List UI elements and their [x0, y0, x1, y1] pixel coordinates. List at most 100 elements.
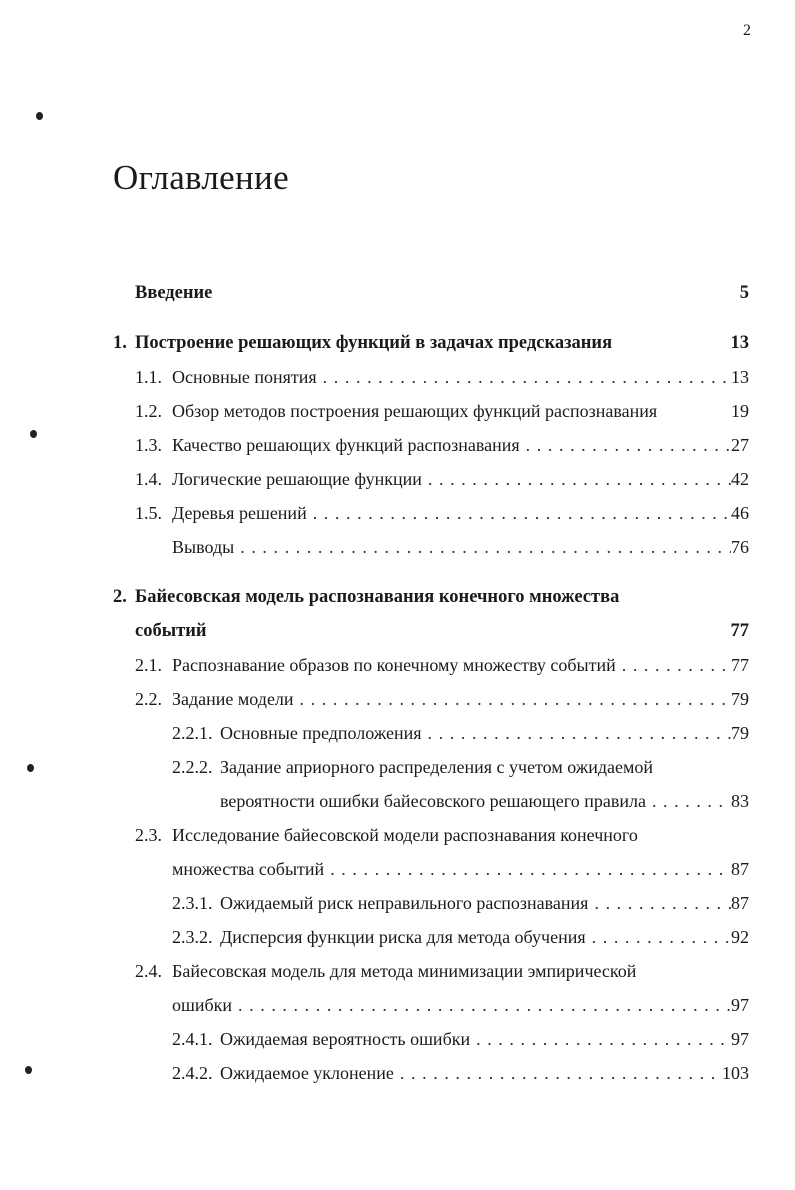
toc-entry-page: 92: [731, 927, 749, 947]
dot-leader: ........................................…: [476, 1029, 731, 1049]
toc-entry-title: событий: [135, 621, 207, 641]
toc-entry-title: Ожидаемый риск неправильного распознаван…: [220, 893, 589, 913]
toc-entry: 2.1. Распознавание образов по конечному м…: [135, 650, 749, 680]
toc-entry-number: 2.4.: [135, 961, 162, 981]
toc-entry-title: Основные предположения: [220, 723, 422, 743]
toc-entry-title: Деревья решений: [172, 503, 307, 523]
toc-entry-page: 97: [731, 995, 749, 1015]
toc-entry-title: Задание модели: [172, 689, 294, 709]
toc-entry: 1. Построение решающих функций в задачах …: [113, 328, 749, 358]
toc-entry-number: 2.3.2.: [172, 927, 213, 947]
toc-entry-page: 79: [731, 689, 749, 709]
dot-leader: ........................................…: [330, 859, 731, 879]
toc-entry-number: 1.: [113, 333, 127, 353]
toc-entry: 1.5. Деревья решений.....................…: [135, 498, 749, 528]
toc-entry: 2.3. Исследование байесовской модели расп…: [135, 820, 749, 850]
toc-entry-title: Исследование байесовской модели распозна…: [172, 825, 638, 845]
toc-entry-number: 2.2.1.: [172, 723, 213, 743]
toc-entry-number: 2.4.2.: [172, 1063, 213, 1083]
toc-entry-title: ошибки: [172, 995, 233, 1015]
toc-entry: 2.2. Задание модели......................…: [135, 684, 749, 714]
toc-entry: 1.2. Обзор методов построения решающих фу…: [135, 396, 749, 426]
dot-leader: ........................................…: [240, 537, 731, 557]
dot-leader: ........................................…: [312, 503, 731, 523]
scan-speck: [27, 764, 34, 772]
toc-entry: 2.3.1. Ожидаемый риск неправильного распо…: [172, 888, 749, 918]
page-title: Оглавление: [113, 158, 289, 197]
toc-entry-number: 2.3.: [135, 825, 162, 845]
toc-entry-title: Задание априорного распределения с учето…: [220, 757, 654, 777]
toc-entry-page: 97: [731, 1029, 749, 1049]
toc-entry-page: 13: [730, 333, 750, 353]
toc-entry-page: 13: [731, 367, 749, 387]
toc-entry-title: Выводы: [172, 537, 235, 557]
toc-entry-title: Построение решающих функций в задачах пр…: [135, 333, 613, 353]
toc-entry: множества событий.......................…: [172, 854, 749, 884]
toc-entry-title: Распознавание образов по конечному множе…: [172, 655, 616, 675]
toc-entry-title: Байесовская модель распознавания конечно…: [135, 587, 620, 607]
toc-entry: событий 77: [135, 616, 749, 646]
toc-entry-title: Качество решающих функций распознавания: [172, 435, 520, 455]
dot-leader: ........................................…: [525, 435, 731, 455]
dot-leader: ........................................…: [594, 893, 731, 913]
toc-entry-number: 2.2.2.: [172, 757, 213, 777]
toc-entry-page: 83: [731, 791, 749, 811]
toc-entry-title: множества событий: [172, 859, 325, 879]
toc-entry: 2. Байесовская модель распознавания конеч…: [113, 582, 749, 612]
dot-leader: ........................................…: [399, 1063, 722, 1083]
toc-entry-page: 77: [730, 621, 750, 641]
scan-speck: [36, 112, 43, 120]
toc-entry-page: 87: [731, 859, 749, 879]
dot-leader: ........................................…: [238, 995, 731, 1015]
toc-entry: Выводы..................................…: [135, 532, 749, 562]
toc-entry-page: 103: [722, 1063, 749, 1083]
toc-entry: 2.4. Байесовская модель для метода миними…: [135, 956, 749, 986]
toc-entry-page: 87: [731, 893, 749, 913]
toc-entry-page: 5: [739, 283, 749, 303]
toc-entry-number: 1.4.: [135, 469, 162, 489]
toc-entry-number: 1.5.: [135, 503, 162, 523]
toc-entry-title: Ожидаемое уклонение: [220, 1063, 394, 1083]
toc-entry: Введение 5: [135, 278, 749, 308]
scan-speck: [30, 430, 37, 438]
toc-entry-title: Байесовская модель для метода минимизаци…: [172, 961, 637, 981]
toc-entry-title: Логические решающие функции: [172, 469, 422, 489]
toc-entry: 2.2.2. Задание априорного распределения с…: [172, 752, 749, 782]
toc-entry-page: 19: [731, 401, 749, 421]
toc-entry-title: Основные понятия: [172, 367, 317, 387]
toc-entry-title: Дисперсия функции риска для метода обуче…: [220, 927, 586, 947]
toc-entry-number: 1.2.: [135, 401, 162, 421]
toc-entry-title: Обзор методов построения решающих функци…: [172, 401, 658, 421]
dot-leader: ........................................…: [427, 469, 731, 489]
toc-entry-number: 1.3.: [135, 435, 162, 455]
toc-entry: 1.1. Основные понятия....................…: [135, 362, 749, 392]
toc-entry-title: Введение: [135, 283, 213, 303]
toc-entry-number: 2.2.: [135, 689, 162, 709]
toc-entry-number: 2.4.1.: [172, 1029, 213, 1049]
dot-leader: ........................................…: [621, 655, 731, 675]
toc-entry-page: 42: [731, 469, 749, 489]
toc-entry-number: 2.3.1.: [172, 893, 213, 913]
toc-entry-page: 77: [731, 655, 749, 675]
toc-entry: 2.3.2. Дисперсия функции риска для метода…: [172, 922, 749, 952]
toc-entry-title: Ожидаемая вероятность ошибки: [220, 1029, 471, 1049]
dot-leader: ........................................…: [299, 689, 731, 709]
toc-entry: 2.4.2. Ожидаемое уклонение...............…: [172, 1058, 749, 1088]
toc-entry-number: 2.: [113, 587, 127, 607]
scan-speck: [25, 1066, 32, 1074]
dot-leader: ........................................…: [591, 927, 731, 947]
dot-leader: ........................................…: [427, 723, 731, 743]
toc-entry: вероятности ошибки байесовского решающег…: [220, 786, 749, 816]
toc-entry-page: 46: [731, 503, 749, 523]
dot-leader: ........................................…: [651, 791, 731, 811]
dot-leader: ........................................…: [322, 367, 731, 387]
toc-entry-number: 1.1.: [135, 367, 162, 387]
toc-entry-page: 76: [731, 537, 749, 557]
toc-entry: 1.4. Логические решающие функции.........…: [135, 464, 749, 494]
toc-entry-page: 27: [731, 435, 749, 455]
toc-entry: 2.2.1. Основные предположения............…: [172, 718, 749, 748]
toc-entry-number: 2.1.: [135, 655, 162, 675]
page-number: 2: [743, 22, 751, 39]
toc-entry: 1.3. Качество решающих функций распознава…: [135, 430, 749, 460]
toc-entry-page: 79: [731, 723, 749, 743]
